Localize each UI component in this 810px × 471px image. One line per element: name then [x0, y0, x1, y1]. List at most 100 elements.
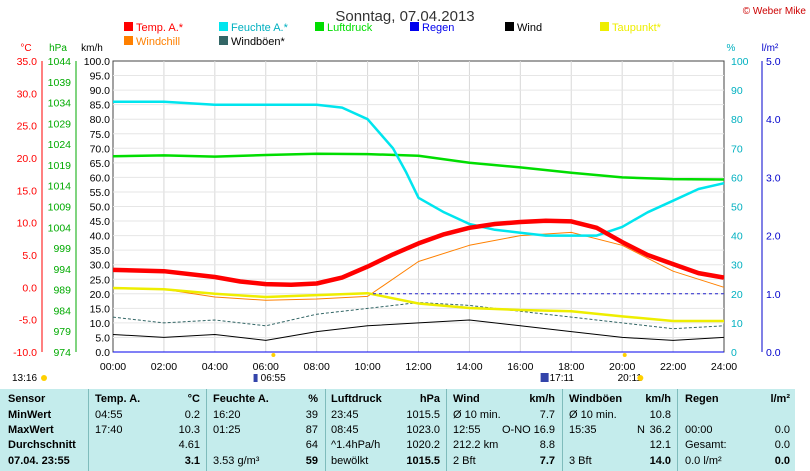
legend-swatch [219, 36, 228, 45]
legend-item-label: Windböen* [231, 36, 286, 48]
stats-humidity-value: 64 [305, 439, 318, 451]
pressure-tick-label: 979 [53, 326, 71, 338]
stats-rain-value: 0.0 [774, 439, 790, 451]
x-tick-label: 18:00 [558, 361, 584, 373]
stats-humidity-time: 01:25 [213, 424, 241, 436]
stats-header: Wind [453, 393, 480, 405]
stats-rain-label: Gesamt: [685, 439, 727, 451]
humidity-tick-label: 50 [731, 202, 743, 214]
wind-tick-label: 65.0 [90, 158, 111, 170]
stats-humidity-value: 59 [305, 455, 318, 467]
x-tick-label: 06:00 [253, 361, 279, 373]
legend-item-label: Temp. A.* [136, 22, 184, 34]
rain-axis-unit: l/m² [762, 43, 779, 54]
sunrise-time-label: 06:55 [261, 373, 286, 384]
stats-wind-value: 16.9 [533, 424, 555, 436]
axes: 35.0 30.0 25.0 20.0 15.0 10.0 5.0 0.0 -5.0 -10.0 1… [13, 56, 781, 373]
pressure-tick-label: 1009 [48, 202, 72, 214]
series-group [112, 100, 725, 353]
wind-axis-unit: km/h [81, 43, 103, 54]
legend-swatch [124, 22, 133, 31]
time-markers: 13:16 06:55 17:11 20:11 [12, 353, 644, 384]
temp-tick-label: -5.0 [19, 315, 37, 327]
stats-wind-label: 12:55 [453, 424, 481, 436]
pressure-tick-label: 994 [53, 264, 71, 276]
stats-header: km/h [529, 393, 555, 405]
x-tick-label: 24:00 [711, 361, 737, 373]
series-line-windchill [112, 231, 725, 301]
stats-header: Windböen [569, 393, 623, 405]
stats-pressure-time: ^1.4hPa/h [331, 439, 381, 451]
stats-pressure-value: 1020.2 [406, 439, 440, 451]
wind-tick-label: 45.0 [90, 216, 111, 228]
wind-tick-label: 95.0 [90, 71, 111, 83]
wind-tick-label: 90.0 [90, 85, 111, 97]
wind-tick-label: 25.0 [90, 274, 111, 286]
stats-humidity-time: 16:20 [213, 409, 241, 421]
legend-item-label: Windchill [136, 36, 180, 48]
stats-wind-label: 212.2 km [453, 439, 499, 451]
wind-tick-label: 55.0 [90, 187, 111, 199]
x-tick-label: 02:00 [151, 361, 177, 373]
humidity-tick-label: 40 [731, 231, 743, 243]
wind-tick-label: 30.0 [90, 260, 111, 272]
sunset-icon [637, 375, 644, 381]
rain-tick-label: 5.0 [766, 56, 781, 68]
temp-tick-label: 5.0 [22, 250, 37, 262]
legend-swatch [219, 22, 228, 31]
pressure-tick-label: 1034 [48, 98, 72, 110]
stats-wind-direction: O-NO [502, 424, 531, 436]
sunrise-marker [271, 353, 276, 357]
wind-tick-label: 70.0 [90, 143, 111, 155]
stats-humidity-value: 39 [305, 409, 318, 421]
stats-row-label: 07.04. 23:55 [8, 455, 70, 467]
stats-rain-value: 0.0 [774, 424, 790, 436]
stats-gust-label: 15:35 [569, 424, 597, 436]
stats-gust-value: 14.0 [649, 455, 671, 467]
rain-tick-label: 3.0 [766, 172, 781, 184]
x-tick-label: 22:00 [660, 361, 686, 373]
rain-tick-label: 0.0 [766, 347, 781, 359]
stats-wind-value: 8.8 [539, 439, 555, 451]
humidity-tick-label: 10 [731, 318, 743, 330]
temp-axis-unit: °C [20, 43, 31, 54]
wind-tick-label: 80.0 [90, 114, 111, 126]
stats-temp-time: 04:55 [95, 409, 123, 421]
humidity-axis-unit: % [727, 43, 736, 54]
legend: Temp. A.* Feuchte A.* Luftdruck Regen Wind Ta… [124, 22, 662, 48]
humidity-tick-label: 90 [731, 85, 743, 97]
stats-header: hPa [419, 393, 440, 405]
stats-wind-label: Ø 10 min. [453, 409, 501, 421]
stats-pressure-time: bewölkt [331, 455, 369, 467]
wind-tick-label: 0.0 [95, 347, 110, 359]
series-line-taupunkt [112, 286, 724, 323]
legend-item-label: Regen [422, 22, 454, 34]
legend-swatch [600, 22, 609, 31]
x-tick-label: 04:00 [202, 361, 228, 373]
stats-header: Temp. A. [95, 393, 141, 405]
stats-table: Sensor Temp. A. °C Feuchte A.% Luftdruck hPa W… [0, 389, 795, 471]
stats-rain-label: 0.0 l/m² [685, 455, 722, 467]
pressure-tick-label: 1024 [48, 139, 72, 151]
temp-tick-label: 20.0 [17, 153, 38, 165]
temp-tick-label: 35.0 [17, 56, 38, 68]
wind-tick-label: 50.0 [90, 202, 111, 214]
temp-tick-label: 25.0 [17, 121, 38, 133]
wind-tick-label: 60.0 [90, 172, 111, 184]
pressure-axis-unit: hPa [49, 43, 67, 54]
chart-title: Sonntag, 07.04.2013 [335, 8, 474, 25]
sunset-marker [622, 353, 627, 357]
humidity-tick-label: 60 [731, 172, 743, 184]
x-tick-label: 08:00 [304, 361, 330, 373]
pressure-tick-label: 1044 [48, 56, 72, 68]
stats-divider [446, 389, 447, 471]
stats-wind-value: 7.7 [539, 409, 555, 421]
humidity-tick-label: 80 [731, 114, 743, 126]
stats-header: l/m² [770, 393, 790, 405]
sun-icon [41, 375, 47, 381]
humidity-tick-label: 100 [731, 56, 749, 68]
temp-tick-label: -10.0 [13, 347, 37, 359]
legend-item-label: Luftdruck [327, 22, 373, 34]
rain-tick-label: 2.0 [766, 231, 781, 243]
stats-wind-label: 2 Bft [453, 455, 476, 467]
